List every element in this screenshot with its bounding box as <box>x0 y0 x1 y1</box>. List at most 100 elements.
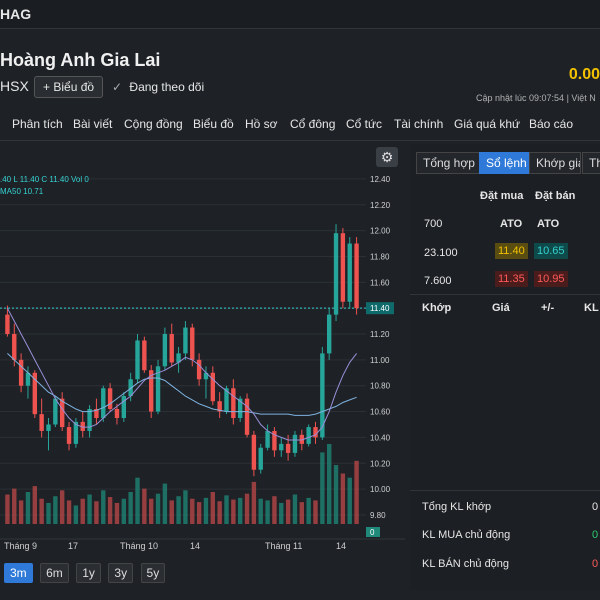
update-time: Cập nhật lúc 09:07:54 | Việt N <box>476 93 596 103</box>
candle-body <box>265 430 270 448</box>
candle-body <box>327 314 332 354</box>
candle-body <box>217 401 222 412</box>
candle-body <box>101 388 106 419</box>
nav-item-bao-cao[interactable]: Báo cáo <box>529 117 574 131</box>
x-tick-label: 17 <box>68 541 78 551</box>
volume-bar <box>244 493 250 524</box>
candle-body <box>320 353 325 438</box>
volume-bar <box>162 483 168 524</box>
nav-item-bai-viet[interactable]: Bài viết <box>73 117 113 131</box>
tab-more[interactable]: Th <box>582 152 600 174</box>
current-price-tag <box>366 302 394 315</box>
volume-bar <box>32 486 37 524</box>
candle-body <box>272 430 277 451</box>
volume-bar <box>203 497 209 524</box>
candle-body <box>210 372 215 402</box>
candle-body <box>354 243 359 309</box>
row-1-sell: ATO <box>537 218 560 230</box>
candle-body <box>60 398 65 428</box>
tab-tong-hop[interactable]: Tổng hợp <box>416 152 482 174</box>
volume-bar <box>25 492 31 524</box>
volume-bar <box>107 497 113 524</box>
chart-button-label: Biểu đồ <box>53 80 95 94</box>
candle-body <box>258 447 263 470</box>
candle-body <box>162 334 168 367</box>
y-tick-label: 10.60 <box>370 408 391 417</box>
exchange-label: HSX <box>0 78 29 94</box>
follow-toggle[interactable]: ✓ Đang theo dõi <box>112 80 204 94</box>
volume-bar <box>169 500 174 524</box>
nav-item-ho-so[interactable]: Hồ sơ <box>245 117 278 131</box>
y-tick-label: 10.20 <box>370 459 391 468</box>
candle-body <box>231 388 236 419</box>
volume-bar <box>196 502 202 524</box>
row-3-sell[interactable]: 10.95 <box>534 271 568 287</box>
chart-button[interactable]: + Biểu đồ <box>34 76 104 98</box>
candle-body <box>142 340 147 371</box>
candle-body <box>333 233 339 315</box>
volume-bar <box>258 498 263 524</box>
candle-body <box>66 427 72 444</box>
volume-bar <box>333 465 339 524</box>
candle-body <box>46 424 51 431</box>
candle-body <box>190 327 195 360</box>
volume-bar <box>327 444 332 524</box>
nav-item-tai-chinh[interactable]: Tài chính <box>394 117 444 131</box>
nav-item-co-dong[interactable]: Cổ đông <box>290 117 336 131</box>
price-chart[interactable]: 12.40 12.20 12.00 11.80 11.60 11.40 11.20 11.00… <box>0 144 405 590</box>
candle-body <box>12 334 17 360</box>
y-tick-label: 12.20 <box>370 201 391 210</box>
tab-so-lenh[interactable]: Sổ lệnh <box>479 152 534 174</box>
nav-item-phan-tich[interactable]: Phân tích <box>12 117 63 131</box>
ma-short-line <box>6 307 357 441</box>
volume-bar <box>46 502 51 524</box>
volume-bar <box>66 500 72 524</box>
ma50-line <box>7 353 357 416</box>
summary-buy-label: KL MUA chủ động <box>422 529 511 541</box>
range-5y[interactable]: 5y <box>140 563 166 583</box>
ticker-symbol: HAG <box>0 6 32 22</box>
candle-body <box>25 372 31 386</box>
row-3-volume: 7.600 <box>424 275 452 287</box>
plus-icon: + <box>43 80 51 94</box>
match-volume-header: KL <box>584 302 599 314</box>
y-tick-label: 11.20 <box>370 330 390 339</box>
candle-body <box>128 379 133 397</box>
y-tick-label: 10.80 <box>370 382 391 391</box>
nav-item-co-tuc[interactable]: Cổ tức <box>346 117 383 131</box>
volume-bar <box>101 490 106 524</box>
candle-body <box>285 443 291 453</box>
legend-ma50: MA50 10.71 <box>0 187 44 196</box>
candle-body <box>87 408 92 431</box>
range-3y[interactable]: 3y <box>108 563 134 583</box>
candle-body <box>53 398 58 425</box>
volume-bar <box>217 501 222 524</box>
volume-bar <box>5 494 10 524</box>
range-3m[interactable]: 3m <box>4 563 33 583</box>
candle-body <box>155 366 161 412</box>
row-3-buy[interactable]: 11.35 <box>495 271 528 287</box>
candle-body <box>39 414 44 431</box>
volume-bar <box>60 490 65 524</box>
candlestick-chart[interactable]: 12.40 12.20 12.00 11.80 11.60 11.40 11.20 11.00… <box>0 144 405 590</box>
range-selector: 3m 6m 1y 3y 5y <box>4 563 168 583</box>
y-tick-label: 9.80 <box>370 511 386 520</box>
volume-bar <box>210 492 215 524</box>
range-6m[interactable]: 6m <box>40 563 69 583</box>
nav-item-gia-qua-khu[interactable]: Giá quá khứ <box>454 117 521 131</box>
x-tick-label: Tháng 9 <box>4 541 37 551</box>
volume-bar <box>292 494 298 524</box>
volume-bar <box>231 499 236 524</box>
tab-khop-gia[interactable]: Khớp giá <box>529 152 581 174</box>
row-2-buy[interactable]: 11.40 <box>495 243 528 259</box>
nav-item-cong-dong[interactable]: Cộng đồng <box>124 117 183 131</box>
y-tick-label: 12.40 <box>370 175 391 184</box>
row-2-sell[interactable]: 10.65 <box>534 243 568 259</box>
summary-sell-value: 0 <box>592 558 599 570</box>
volume-bar <box>94 501 99 524</box>
volume-bar <box>354 460 359 524</box>
nav-item-bieu-do[interactable]: Biểu đồ <box>193 117 234 131</box>
row-2-volume: 23.100 <box>424 247 458 259</box>
chart-settings-button[interactable]: ⚙ <box>376 147 398 167</box>
range-1y[interactable]: 1y <box>76 563 101 583</box>
